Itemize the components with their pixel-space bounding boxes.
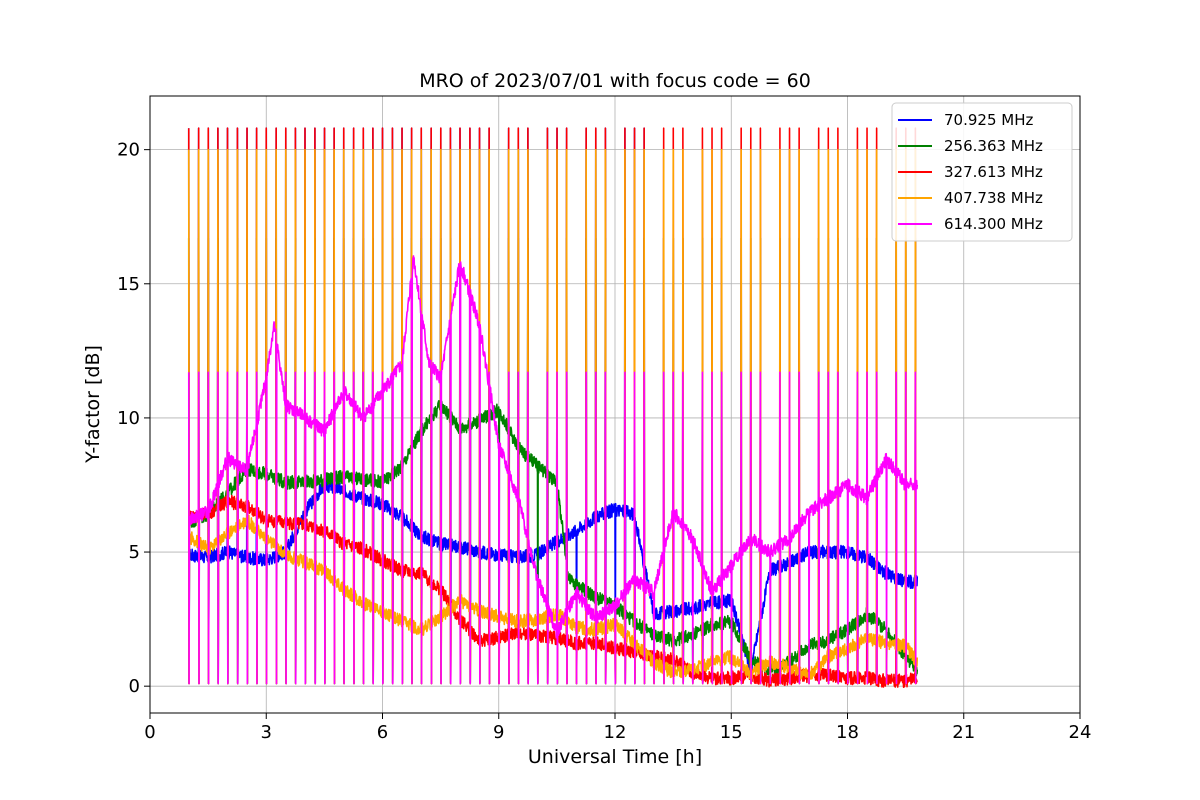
legend-label-2: 327.613 MHz [944,163,1043,181]
legend-label-3: 407.738 MHz [944,189,1043,207]
x-tick-label: 6 [377,722,388,743]
ticks: 0 3 6 9 12 15 18 21 24 0 5 10 15 20 [117,140,1091,743]
x-tick-label: 24 [1069,722,1092,743]
legend-label-1: 256.363 MHz [944,137,1043,155]
x-tick-label: 18 [836,722,859,743]
x-axis-label: Universal Time [h] [528,746,702,768]
x-tick-label: 12 [604,722,627,743]
x-tick-label: 9 [493,722,504,743]
legend-label-4: 614.300 MHz [944,215,1043,233]
y-axis-label: Y-factor [dB] [82,345,104,464]
x-tick-label: 15 [720,722,743,743]
series-line-1 [187,237,919,685]
series-line-3 [187,148,919,685]
legend-box [891,102,1073,242]
series-line-4 [187,255,919,685]
y-tick-label: 15 [117,274,140,295]
x-tick-label: 21 [952,722,975,743]
y-tick-label: 0 [129,676,140,697]
series-layer [187,127,919,689]
x-tick-label: 3 [261,722,272,743]
y-tick-label: 20 [117,140,140,161]
legend: 70.925 MHz 256.363 MHz 327.613 MHz 407.7… [891,102,1073,242]
y-tick-label: 5 [129,542,140,563]
series-line-0 [187,127,919,685]
x-tick-label: 0 [144,722,155,743]
chart-title: MRO of 2023/07/01 with focus code = 60 [419,70,811,92]
y-tick-label: 10 [117,408,140,429]
legend-label-0: 70.925 MHz [944,111,1033,129]
